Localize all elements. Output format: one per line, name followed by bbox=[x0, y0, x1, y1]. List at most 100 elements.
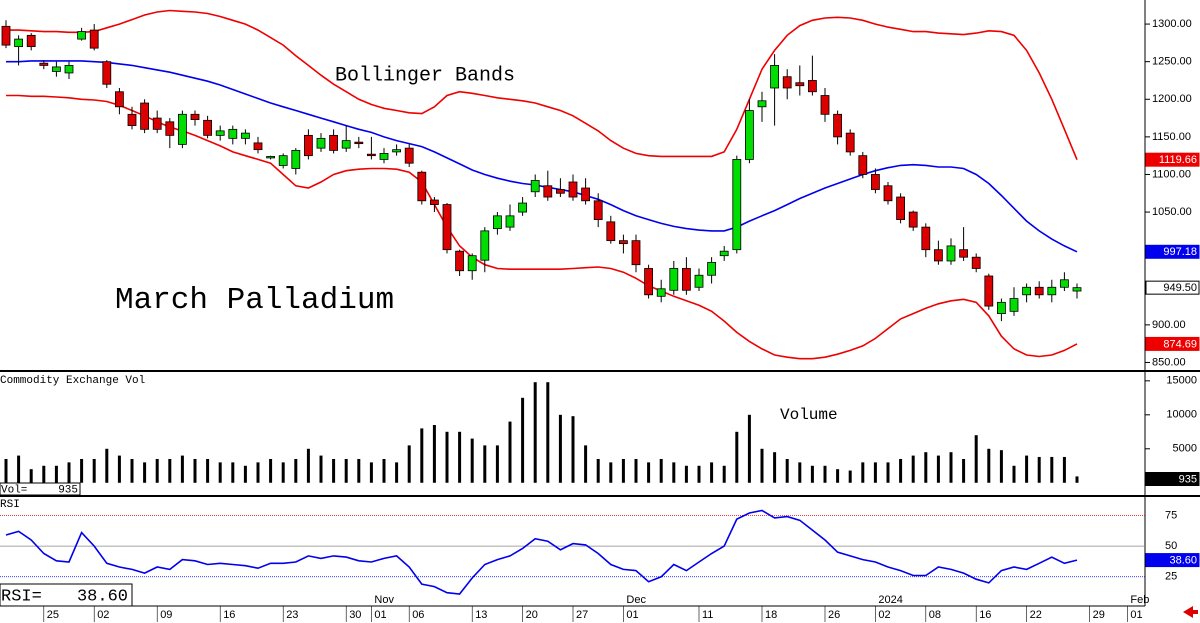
candle-body bbox=[518, 202, 527, 213]
candle-body bbox=[593, 200, 603, 220]
volume-bar bbox=[710, 462, 714, 483]
candle-body bbox=[89, 29, 99, 49]
volume-bar bbox=[407, 445, 411, 483]
candle-body bbox=[1047, 286, 1057, 296]
volume-bar bbox=[458, 431, 462, 483]
candle-body bbox=[719, 250, 729, 257]
candle-body bbox=[858, 155, 868, 175]
candle-body bbox=[644, 268, 653, 296]
x-month-label: 2024 bbox=[878, 594, 902, 606]
volume-bar bbox=[17, 455, 21, 483]
volume-bar bbox=[470, 438, 474, 483]
candle-body bbox=[782, 76, 792, 89]
volume-bar bbox=[861, 462, 865, 483]
candle-body bbox=[581, 187, 590, 202]
candle-body bbox=[505, 215, 515, 228]
x-tick-label: 18 bbox=[765, 609, 777, 621]
value-badge-label: 874.69 bbox=[1163, 338, 1197, 350]
candle-body bbox=[543, 185, 553, 198]
candle-body bbox=[883, 185, 893, 202]
value-badge-label: 1119.66 bbox=[1159, 154, 1197, 166]
x-tick-label: 02 bbox=[97, 609, 109, 621]
candle-body bbox=[203, 119, 213, 136]
candle-body bbox=[1060, 279, 1069, 288]
volume-bar bbox=[357, 458, 361, 483]
candle-body bbox=[619, 240, 628, 245]
candle-body bbox=[303, 134, 313, 157]
y-tick-label: 5000 bbox=[1173, 443, 1197, 455]
volume-bar bbox=[558, 414, 562, 483]
candle-body bbox=[52, 66, 61, 72]
volume-bar bbox=[949, 452, 953, 483]
y-tick-label: 1200.00 bbox=[1152, 93, 1192, 105]
candle-body bbox=[971, 256, 981, 269]
volume-bar bbox=[80, 458, 84, 483]
x-tick-label: 26 bbox=[828, 609, 840, 621]
annotation: Volume bbox=[780, 406, 838, 424]
volume-bar bbox=[836, 469, 840, 483]
volume-bar bbox=[143, 462, 147, 483]
candle-body bbox=[102, 61, 112, 85]
candle-body bbox=[808, 80, 817, 93]
candle-body bbox=[480, 230, 490, 261]
candle-body bbox=[39, 62, 49, 66]
value-badge bbox=[1145, 152, 1200, 167]
bollinger-band bbox=[6, 60, 1078, 253]
candle-body bbox=[984, 275, 994, 307]
candle-body bbox=[896, 196, 905, 220]
x-month-label: Dec bbox=[626, 594, 646, 606]
candle-body bbox=[1, 25, 11, 46]
value-badge bbox=[1145, 280, 1200, 295]
candle-body bbox=[820, 95, 830, 115]
volume-bar bbox=[54, 465, 58, 483]
candle-body bbox=[908, 211, 918, 228]
volume-bar bbox=[1062, 456, 1066, 483]
volume-bar bbox=[999, 450, 1003, 483]
candle-body bbox=[455, 250, 465, 272]
x-month-label: Feb bbox=[1130, 594, 1149, 606]
volume-bar bbox=[294, 458, 298, 483]
volume-bar bbox=[798, 462, 802, 483]
y-tick-label: 10000 bbox=[1166, 409, 1197, 421]
candle-body bbox=[1072, 287, 1082, 292]
candle-body bbox=[64, 65, 74, 74]
panel-title: RSI bbox=[0, 499, 20, 511]
volume-bar bbox=[659, 458, 663, 483]
candle-body bbox=[392, 149, 402, 153]
volume-bar bbox=[168, 458, 172, 483]
volume-bar bbox=[382, 458, 386, 483]
volume-bar bbox=[596, 458, 600, 483]
y-tick-label: 15000 bbox=[1166, 375, 1197, 387]
candle-body bbox=[140, 102, 150, 130]
y-tick-label: 900.00 bbox=[1152, 319, 1186, 331]
y-tick-label: 25 bbox=[1165, 571, 1177, 583]
readout-value: 38.60 bbox=[77, 587, 128, 606]
y-tick-label: 1150.00 bbox=[1152, 131, 1191, 143]
volume-bar bbox=[609, 462, 613, 483]
candle-body bbox=[631, 240, 641, 266]
volume-bar bbox=[306, 448, 310, 483]
chart-title: March Palladium bbox=[115, 283, 394, 318]
volume-bar bbox=[924, 452, 928, 483]
scroll-arrow[interactable] bbox=[1183, 606, 1198, 618]
volume-bar bbox=[67, 462, 71, 483]
candle-body bbox=[606, 221, 616, 242]
candle-body bbox=[404, 147, 414, 164]
candle-body bbox=[316, 137, 326, 149]
value-badge bbox=[1145, 553, 1200, 568]
volume-bar bbox=[319, 455, 323, 483]
volume-bar bbox=[974, 435, 978, 483]
volume-bar bbox=[420, 428, 424, 483]
volume-bar bbox=[1025, 455, 1029, 483]
volume-bar bbox=[130, 458, 134, 483]
candle-body bbox=[707, 262, 716, 276]
candle-body bbox=[934, 249, 943, 262]
volume-bar bbox=[344, 458, 348, 483]
volume-bar bbox=[911, 455, 915, 483]
value-badge-label: 38.60 bbox=[1169, 554, 1197, 566]
rsi-line bbox=[5, 509, 1078, 595]
candle-body bbox=[669, 268, 679, 291]
y-tick-label: 75 bbox=[1165, 509, 1177, 521]
x-tick-label: 16 bbox=[223, 609, 235, 621]
volume-bar bbox=[684, 465, 688, 483]
